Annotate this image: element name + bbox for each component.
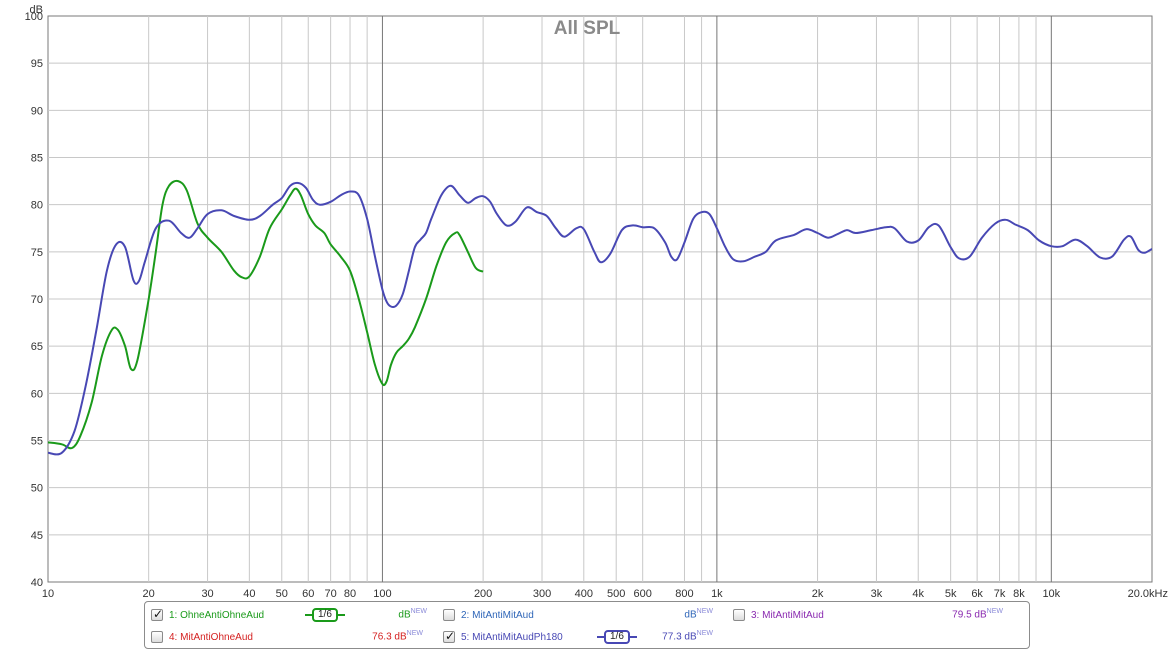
x-tick-label: 70 [325, 588, 337, 600]
legend-value-tag: NEW [986, 608, 1003, 615]
legend-value-unit: dB [394, 631, 407, 643]
y-tick-label: 95 [31, 58, 43, 70]
spl-chart: 40 45 50 55 60 65 70 75 80 85 90 95 100 10 20 30 40 50 60… [25, 4, 1168, 600]
y-tick-label: 60 [31, 388, 43, 400]
y-tick-label: 40 [31, 577, 43, 589]
legend-value-5: 77.3 dBNEW [662, 630, 713, 642]
y-tick-label: 80 [31, 200, 43, 212]
x-tick-label: 800 [675, 588, 693, 600]
y-tick-label: 45 [31, 530, 43, 542]
x-tick-label: 30 [201, 588, 213, 600]
legend-label-3: 3: MitAntiMitAud [751, 609, 824, 621]
legend-label-5: 5: MitAntiMitAudPh180 [461, 631, 563, 643]
legend-value-tag: NEW [406, 630, 423, 637]
y-axis-ticks: 40 45 50 55 60 65 70 75 80 85 90 95 100 [25, 11, 43, 589]
series-line-2 [48, 181, 1152, 456]
legend-value-number: 77.3 [662, 631, 685, 643]
x-tick-label: 5k [945, 588, 957, 600]
x-tick-label: 300 [533, 588, 551, 600]
legend-value-2: dBNEW [684, 608, 713, 620]
legend-value-tag: NEW [696, 608, 713, 615]
legend-label-4: 4: MitAntiOhneAud [169, 631, 253, 643]
x-tick-label: 6k [971, 588, 983, 600]
y-tick-label: 90 [31, 105, 43, 117]
x-tick-label: 8k [1013, 588, 1025, 600]
legend-checkbox-2[interactable] [443, 609, 455, 621]
y-tick-label: 75 [31, 247, 43, 259]
x-tick-label: 10k [1042, 588, 1060, 600]
smoothing-indicator-1[interactable]: 1/6 [305, 606, 345, 624]
legend-checkbox-4[interactable] [151, 631, 163, 643]
y-tick-label: 50 [31, 483, 43, 495]
legend-label-1: 1: OhneAntiOhneAud [169, 609, 265, 621]
y-tick-label: 100 [25, 11, 43, 23]
series-line-1 [48, 179, 484, 450]
legend-checkbox-1[interactable] [151, 607, 163, 621]
smoothing-indicator-5[interactable]: 1/6 [597, 628, 637, 646]
y-tick-label: 55 [31, 436, 43, 448]
legend-item-5[interactable]: 5: MitAntiMitAudPh180 [443, 628, 563, 646]
legend-item-4[interactable]: 4: MitAntiOhneAud [151, 628, 253, 646]
legend-checkbox-3[interactable] [733, 609, 745, 621]
legend: 1: OhneAntiOhneAud 1/6 dBNEW 2: MitAntiM… [144, 601, 1030, 649]
legend-value-unit: dB [684, 631, 697, 643]
x-tick-label: 4k [912, 588, 924, 600]
x-tick-label: 3k [871, 588, 883, 600]
legend-value-3: 79.5 dBNEW [952, 608, 1003, 620]
legend-item-1[interactable]: 1: OhneAntiOhneAud [151, 606, 264, 624]
x-tick-label: 60 [302, 588, 314, 600]
x-tick-label: 7k [994, 588, 1006, 600]
x-tick-label: 10 [42, 588, 54, 600]
x-tick-label: 50 [276, 588, 288, 600]
x-tick-label: 40 [243, 588, 255, 600]
y-axis-label: dB [30, 4, 43, 16]
x-tick-label: 400 [575, 588, 593, 600]
legend-item-3[interactable]: 3: MitAntiMitAud [733, 606, 824, 624]
legend-value-unit: dB [398, 609, 411, 621]
y-tick-label: 65 [31, 341, 43, 353]
x-tick-label: 200 [474, 588, 492, 600]
x-axis-ticks: 10 20 30 40 50 60 70 80 100 200 300 400 500 600 800 1k 2… [42, 588, 1168, 600]
y-tick-label: 70 [31, 294, 43, 306]
chart-title: All SPL [554, 18, 621, 39]
legend-value-number: 79.5 [952, 609, 975, 621]
legend-value-tag: NEW [410, 608, 427, 615]
series-lines [48, 179, 1152, 456]
x-tick-label: 80 [344, 588, 356, 600]
grid [48, 16, 1152, 582]
legend-value-4: 76.3 dBNEW [372, 630, 423, 642]
legend-value-unit: dB [684, 609, 697, 621]
legend-item-2[interactable]: 2: MitAntiMitAud [443, 606, 534, 624]
x-tick-label: 2k [812, 588, 824, 600]
x-tick-label: 20.0kHz [1128, 588, 1168, 600]
legend-label-2: 2: MitAntiMitAud [461, 609, 534, 621]
smoothing-badge-1: 1/6 [312, 608, 338, 622]
legend-value-1: dBNEW [398, 608, 427, 620]
x-tick-label: 500 [607, 588, 625, 600]
y-tick-label: 85 [31, 153, 43, 165]
x-tick-label: 20 [143, 588, 155, 600]
x-tick-label: 100 [373, 588, 391, 600]
legend-value-unit: dB [974, 609, 987, 621]
legend-value-number: 76.3 [372, 631, 395, 643]
legend-value-tag: NEW [696, 630, 713, 637]
x-tick-label: 1k [711, 588, 723, 600]
smoothing-badge-5: 1/6 [604, 630, 630, 644]
legend-checkbox-5[interactable] [443, 629, 455, 643]
x-tick-label: 600 [634, 588, 652, 600]
